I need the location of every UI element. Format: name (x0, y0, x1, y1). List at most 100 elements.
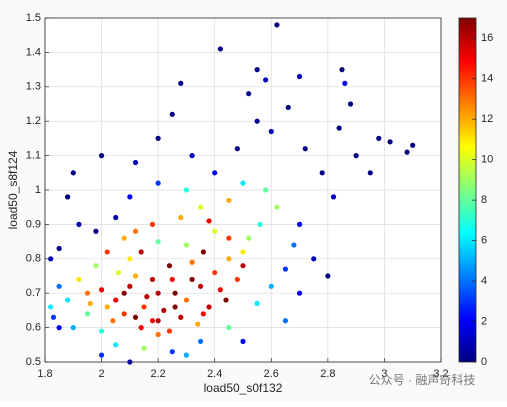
point (161, 307, 167, 313)
point (115, 269, 122, 276)
point (189, 276, 195, 283)
point (246, 91, 252, 97)
point (367, 170, 373, 176)
point (110, 318, 116, 324)
point (172, 304, 178, 310)
point (76, 221, 82, 227)
point (98, 352, 105, 358)
point (166, 328, 173, 334)
y-tick-label: 1.3 (26, 81, 41, 93)
point (302, 146, 308, 152)
x-tick-label: 2.4 (207, 368, 222, 380)
point (246, 235, 252, 241)
point (104, 304, 110, 310)
colorbar-tick-label: 12 (481, 113, 493, 125)
point (336, 125, 342, 131)
points (48, 22, 416, 365)
point (113, 214, 119, 221)
y-tick-label: 1.2 (26, 115, 41, 127)
point (353, 153, 359, 159)
point (404, 149, 410, 155)
point (149, 276, 156, 283)
y-tick-label: 1.4 (26, 46, 41, 58)
x-tick-label: 2.6 (264, 368, 279, 380)
axes: 1.8 2 2.2 2.4 2.6 2.8 3 3.2 0.5 0.6 0.7 0.8 0.9 1 1.1 1… (26, 12, 449, 380)
point (113, 342, 119, 348)
point (144, 294, 150, 300)
point (206, 218, 212, 224)
point (155, 239, 161, 245)
point (84, 311, 91, 317)
point (410, 142, 416, 148)
point (65, 297, 71, 303)
point (263, 187, 269, 193)
x-tick-label: 2.8 (320, 368, 335, 380)
point (268, 128, 274, 135)
point (234, 276, 240, 283)
point (127, 256, 133, 262)
point (347, 101, 354, 107)
point (70, 325, 76, 331)
point (183, 297, 190, 303)
point (138, 325, 144, 331)
point (200, 249, 206, 255)
point (70, 170, 76, 176)
point (178, 214, 184, 221)
y-tick-label: 0.6 (26, 322, 41, 334)
point (212, 228, 218, 234)
point (217, 287, 223, 293)
point (274, 204, 280, 210)
colorbar-ticks: 0 2 4 6 8 10 12 14 16 (472, 32, 493, 368)
point (132, 314, 139, 320)
point (240, 180, 246, 186)
point (155, 180, 161, 186)
point (240, 338, 246, 344)
point (178, 314, 184, 320)
point (127, 194, 133, 200)
point (339, 67, 345, 73)
point (195, 321, 201, 327)
y-axis-label: load50_s8f124 (6, 150, 20, 229)
colorbar-tick-label: 4 (481, 275, 487, 287)
point (121, 311, 127, 317)
point (197, 204, 204, 210)
point (93, 263, 99, 269)
point (121, 235, 127, 241)
point (223, 297, 229, 303)
point (268, 283, 274, 289)
point (254, 67, 260, 73)
point (98, 153, 105, 159)
point (226, 256, 232, 262)
point (48, 304, 54, 310)
point (113, 297, 119, 303)
colorbar-tick-label: 16 (481, 32, 493, 44)
point (282, 318, 289, 324)
y-tick-label: 0.5 (26, 356, 41, 368)
colorbar-tick-label: 8 (481, 194, 487, 206)
point (291, 242, 297, 248)
point (282, 266, 289, 272)
point (155, 331, 161, 338)
point (376, 135, 382, 141)
point (56, 283, 62, 289)
colorbar-tick-label: 0 (481, 356, 487, 368)
watermark: 公众号 · 融声奇科技 (369, 373, 476, 387)
y-tick-label: 1 (35, 184, 41, 196)
point (325, 273, 331, 279)
point (226, 235, 232, 241)
point (189, 153, 195, 159)
point (169, 276, 175, 283)
point (257, 221, 263, 227)
point (330, 194, 337, 200)
colorbar-tick-label: 6 (481, 234, 487, 246)
x-tick-label: 3 (381, 368, 387, 380)
x-tick-label: 2 (99, 368, 105, 380)
point (141, 304, 147, 310)
point (169, 111, 175, 117)
point (56, 325, 62, 331)
point (212, 170, 218, 176)
point (56, 245, 62, 252)
point (84, 290, 91, 296)
point (342, 80, 348, 86)
point (172, 290, 178, 296)
